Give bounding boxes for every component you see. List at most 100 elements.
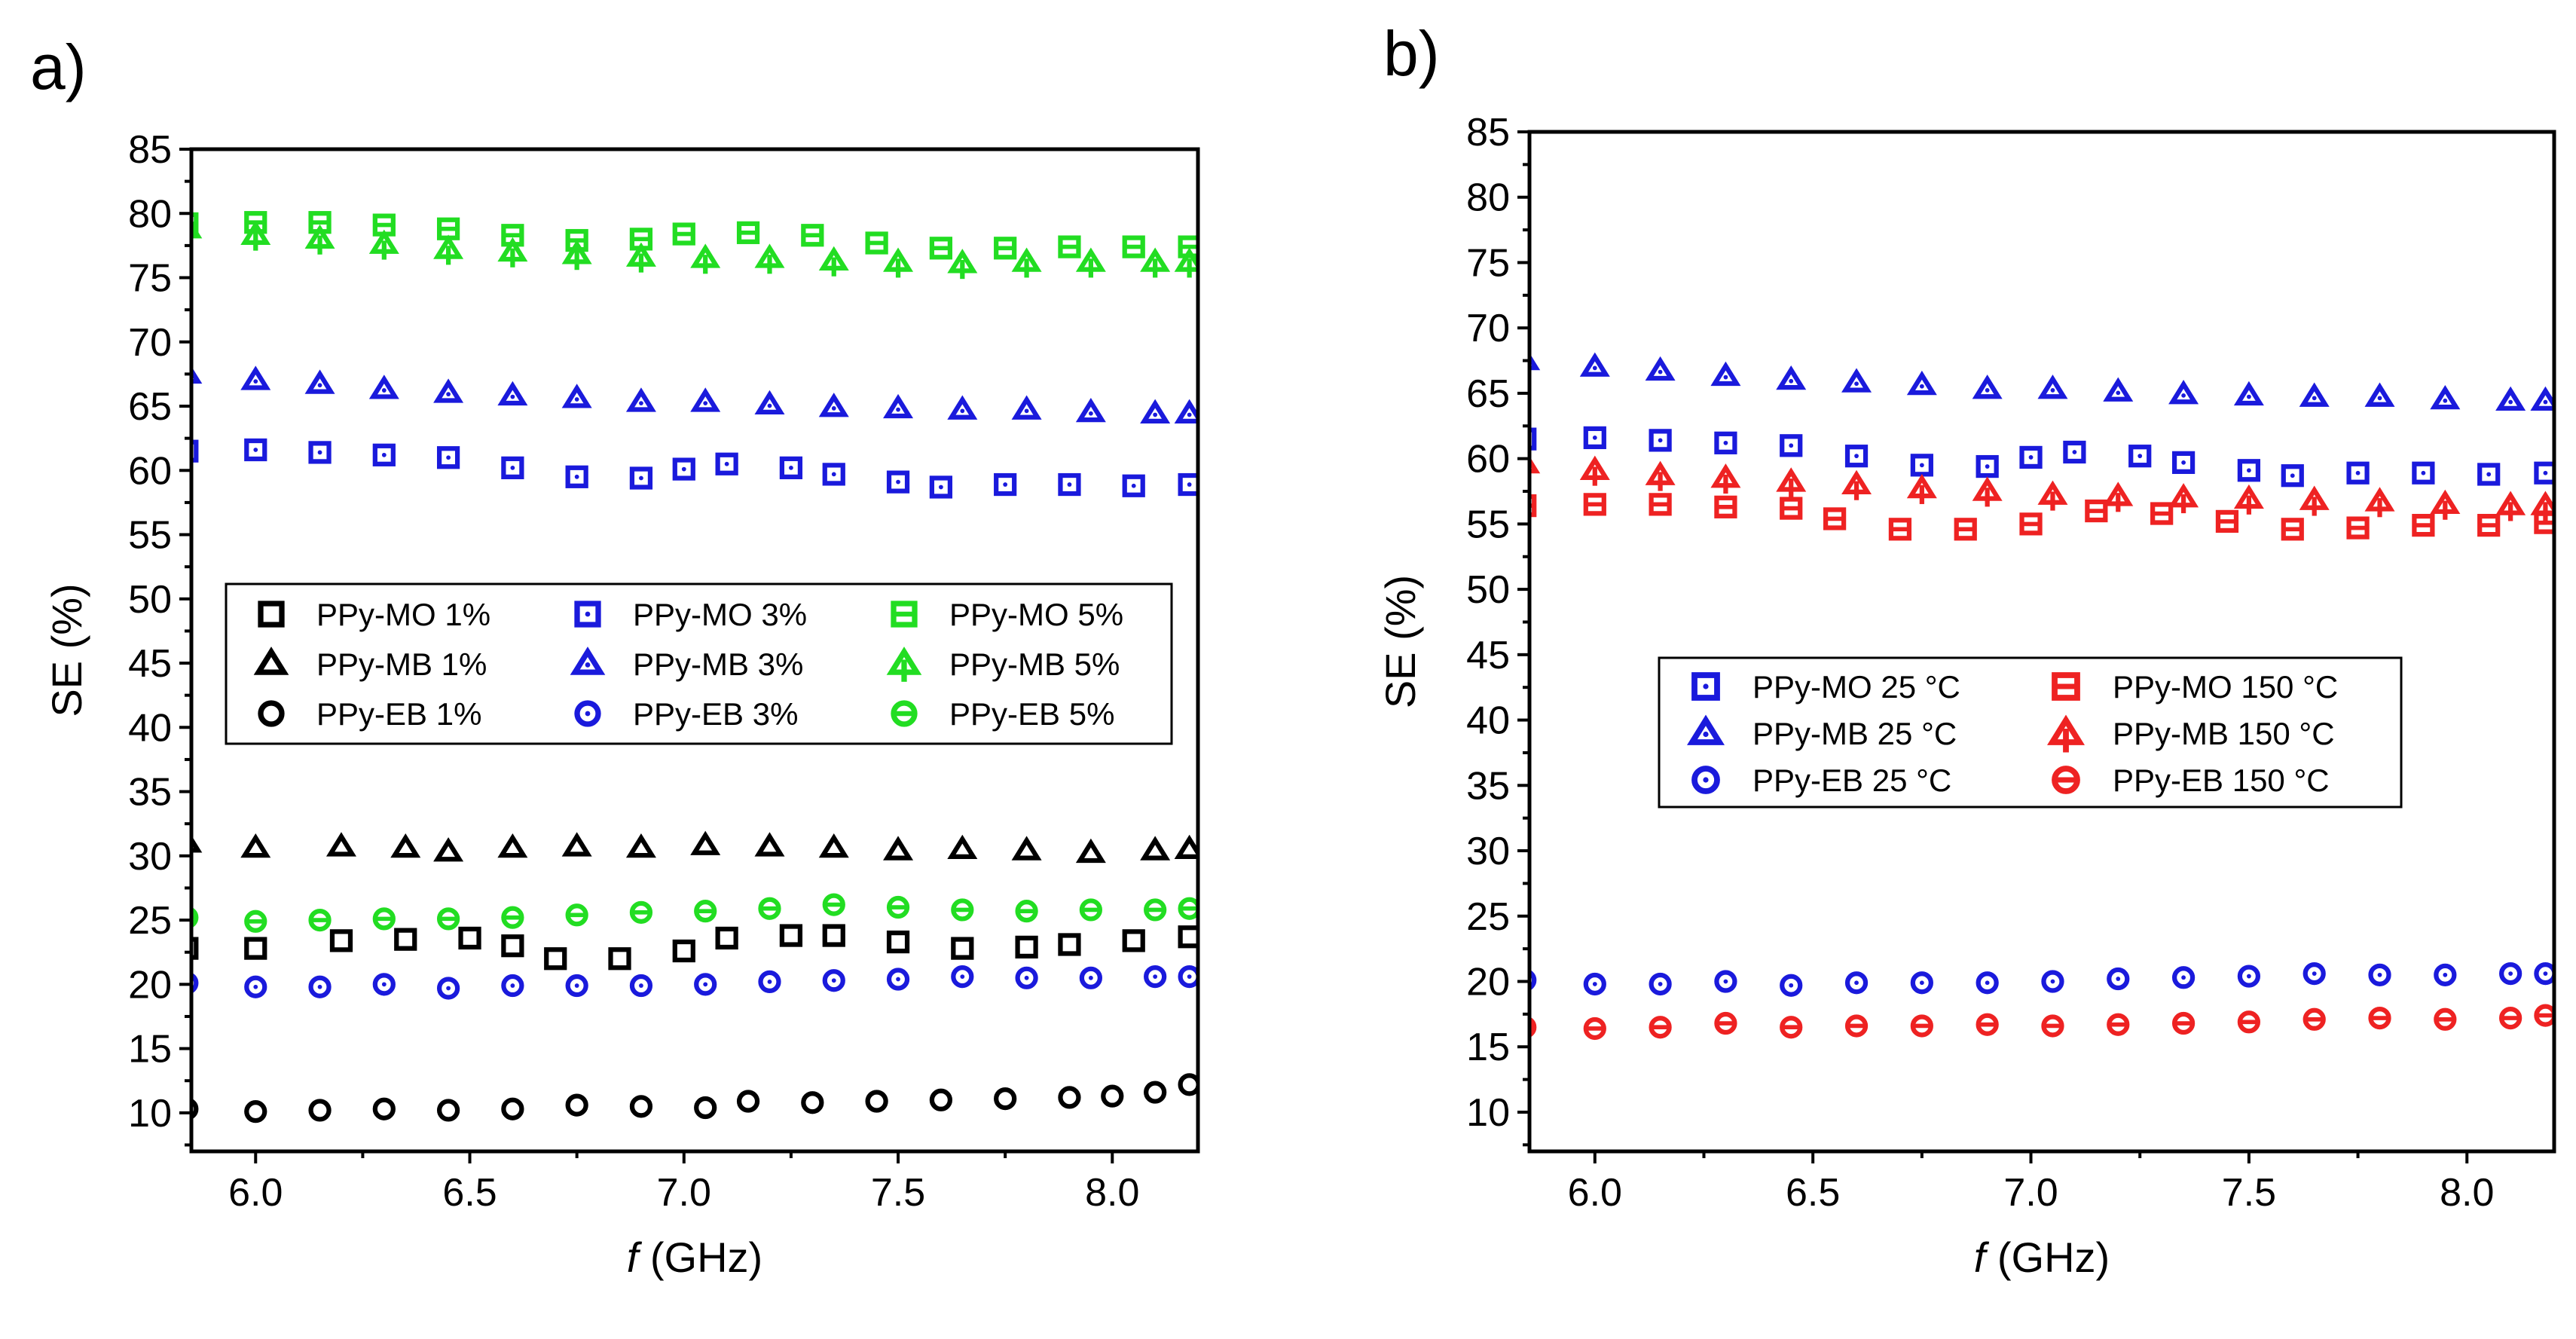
data-point: [1178, 472, 1198, 497]
y-tick-label: 60: [128, 449, 172, 493]
data-point: [1058, 235, 1081, 258]
y-tick-label: 70: [1466, 307, 1510, 350]
legend-item: PPy-MB 150 °C: [2046, 714, 2335, 753]
data-point: [2233, 381, 2264, 406]
series-ppy-eb-150-c: [1529, 1004, 2554, 1041]
legend-label: PPy-MO 150 °C: [2113, 669, 2338, 705]
data-point: [1841, 368, 1872, 393]
data-point: [822, 893, 845, 916]
data-point: [2063, 440, 2086, 464]
legend-marker: [891, 601, 918, 628]
data-point: [390, 833, 421, 858]
data-point: [1529, 494, 1537, 518]
data-point: [2215, 509, 2239, 533]
data-point: [433, 378, 464, 403]
data-point: [501, 906, 524, 929]
y-tick-label: 40: [1466, 699, 1510, 743]
x-tick-label: 7.5: [871, 1171, 925, 1215]
y-tick-label: 30: [1466, 830, 1510, 873]
data-point: [2019, 445, 2043, 469]
y-tick-label: 85: [128, 128, 172, 172]
data-point: [1011, 247, 1042, 278]
data-point: [758, 970, 781, 994]
data-point: [2303, 961, 2326, 986]
data-point: [2530, 386, 2554, 411]
data-point: [497, 381, 528, 406]
data-point: [565, 465, 588, 488]
data-point: [1174, 247, 1198, 278]
data-point: [929, 475, 953, 499]
data-point: [1780, 974, 1803, 997]
data-point: [1583, 972, 1606, 996]
data-point: [394, 928, 417, 951]
data-point: [1972, 476, 2003, 507]
series-ppy-mb-3-: [191, 365, 1198, 423]
x-axis-title-unit: (GHz): [1985, 1234, 2110, 1281]
data-point: [994, 472, 1017, 497]
data-point: [2346, 461, 2370, 485]
legend-item: PPy-EB 1%: [258, 696, 481, 732]
data-point: [754, 832, 785, 857]
data-point: [1079, 966, 1102, 989]
data-point: [1780, 497, 1803, 520]
legend: PPy-MO 25 °C PPy-MB 25 °C PPy-EB 25 °C PPy-…: [1658, 656, 2403, 809]
data-point: [501, 456, 524, 479]
y-tick-label: 40: [128, 706, 172, 750]
data-point: [2299, 485, 2330, 516]
data-point: [565, 903, 588, 927]
data-point: [2150, 502, 2174, 525]
data-point: [1844, 445, 1869, 468]
data-point: [2171, 966, 2196, 989]
data-point: [191, 937, 199, 960]
data-point: [2495, 491, 2526, 521]
data-point: [1174, 399, 1198, 423]
data-point: [244, 909, 267, 933]
data-point: [436, 907, 460, 931]
data-point: [544, 947, 567, 971]
y-axis: 10 15 20 25 30 35 40 45 50 55 60 65 70 75 80 85: [1466, 111, 1529, 1147]
data-point: [1910, 1014, 1933, 1038]
data-point: [625, 242, 656, 273]
data-point: [2128, 445, 2152, 468]
data-point: [304, 369, 335, 394]
data-point: [1122, 929, 1145, 952]
legend-item: PPy-MO 5%: [891, 597, 1123, 632]
data-point: [1714, 431, 1737, 454]
data-point: [2168, 483, 2199, 514]
legend-label: PPy-MB 150 °C: [2113, 716, 2335, 751]
data-point: [2168, 380, 2199, 405]
data-point: [1144, 965, 1167, 989]
data-point: [2041, 1014, 2064, 1038]
data-point: [565, 1093, 588, 1117]
data-point: [2534, 461, 2554, 485]
data-point: [886, 895, 910, 919]
data-point: [240, 365, 271, 390]
data-point: [625, 387, 656, 412]
data-point: [822, 463, 845, 486]
data-point: [458, 926, 481, 950]
data-point: [672, 457, 695, 481]
data-point: [561, 240, 592, 271]
plot-area: [1529, 352, 2554, 1041]
legend-item: PPy-MB 3%: [570, 647, 803, 682]
legend: PPy-MO 1% PPy-MB 1% PPy-EB 1% PPy-MO 3% PPy-…: [225, 582, 1173, 745]
data-point: [244, 1100, 267, 1123]
data-point: [2281, 464, 2304, 488]
data-point: [1015, 966, 1038, 989]
panel-label: a): [30, 32, 87, 102]
data-point: [1649, 972, 1672, 996]
data-point: [1649, 493, 1672, 516]
data-point: [372, 1097, 396, 1120]
data-point: [929, 237, 953, 260]
data-point: [2477, 463, 2501, 486]
data-point: [2434, 1007, 2457, 1031]
series-ppy-eb-1-: [191, 1073, 1198, 1123]
y-tick-label: 70: [128, 321, 172, 365]
data-point: [2037, 480, 2068, 511]
data-point: [244, 937, 267, 960]
data-point: [629, 1095, 653, 1118]
data-point: [191, 1098, 199, 1120]
data-point: [715, 452, 738, 475]
data-point: [2364, 382, 2395, 407]
